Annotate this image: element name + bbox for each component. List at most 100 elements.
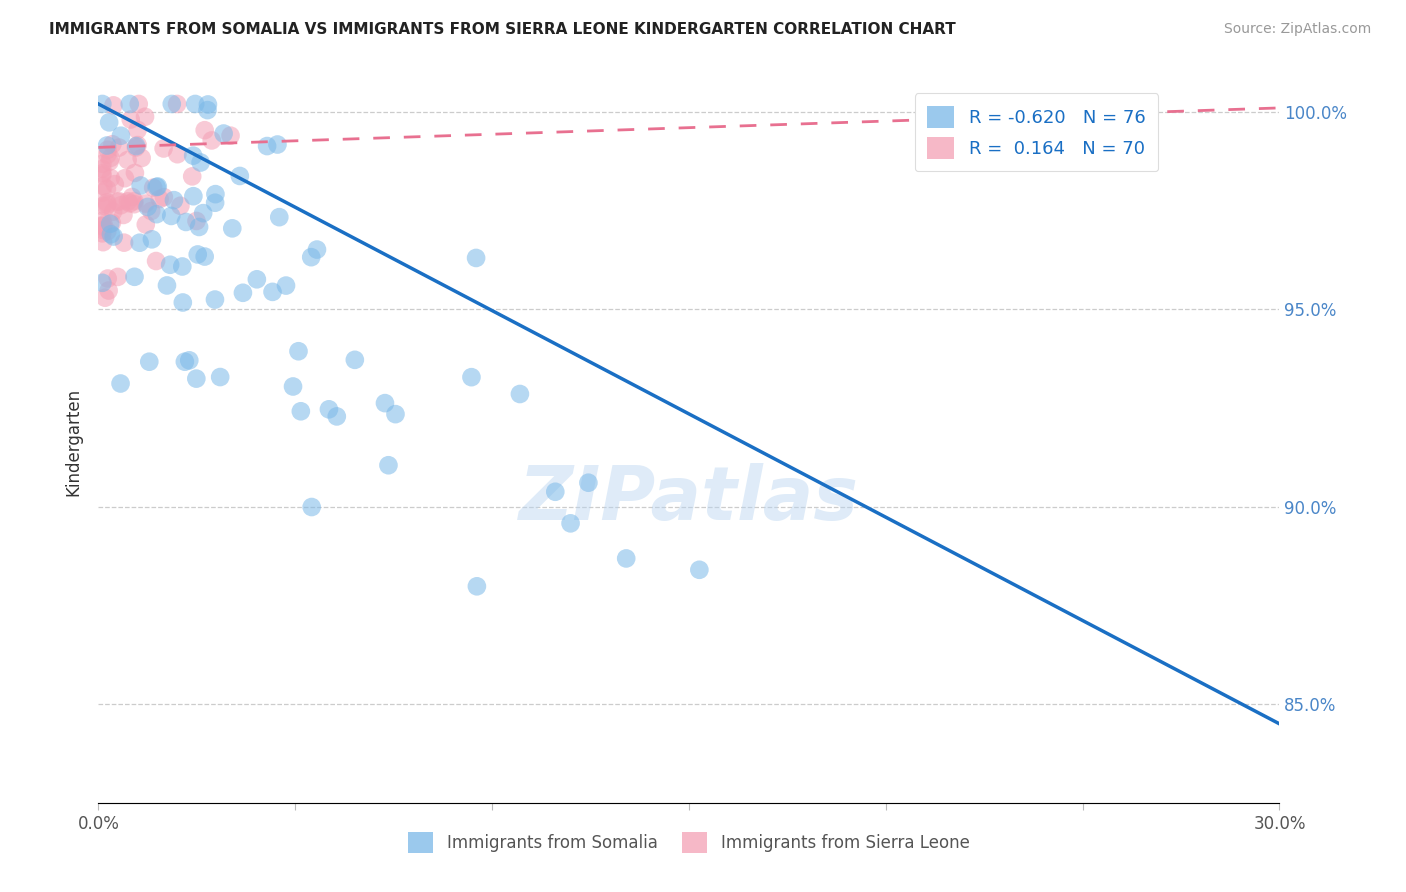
Point (91, 235, 114, 249)
Point (104, 177, 127, 191)
Point (91, 186, 114, 200)
Point (128, 235, 150, 250)
Point (100, 171, 122, 186)
Point (101, 137, 124, 152)
Point (145, 254, 167, 268)
Point (146, 179, 169, 194)
Point (193, 206, 215, 220)
Point (110, 128, 132, 143)
Point (159, 258, 181, 272)
Point (114, 171, 136, 186)
Point (107, 269, 129, 284)
Point (287, 344, 309, 359)
Point (266, 137, 288, 152)
Point (134, 110, 156, 124)
Point (93, 218, 115, 232)
Point (173, 355, 195, 369)
Point (509, 387, 531, 401)
Text: ZIPatlas: ZIPatlas (519, 463, 859, 536)
Point (117, 153, 139, 167)
Point (179, 353, 201, 368)
Point (96, 182, 118, 196)
Point (184, 97, 207, 112)
Point (229, 169, 252, 183)
Point (219, 128, 242, 143)
Point (121, 190, 143, 204)
Point (127, 123, 149, 137)
Point (153, 190, 176, 204)
Point (96, 195, 118, 210)
Point (100, 227, 122, 242)
Point (614, 551, 637, 566)
Point (110, 376, 132, 391)
Point (560, 516, 582, 531)
Point (262, 285, 284, 299)
Point (197, 103, 219, 117)
Point (688, 563, 710, 577)
Point (108, 194, 131, 209)
Point (212, 127, 235, 141)
Point (97, 271, 120, 285)
Point (377, 458, 399, 473)
Point (91, 219, 114, 233)
Point (96, 224, 118, 238)
Point (384, 407, 406, 421)
Point (301, 500, 323, 514)
Point (274, 278, 297, 293)
Point (118, 196, 141, 211)
Point (96, 200, 118, 214)
Point (120, 112, 142, 127)
Point (246, 272, 269, 286)
Point (174, 215, 197, 229)
Point (460, 370, 482, 384)
Point (166, 97, 188, 112)
Point (465, 579, 488, 593)
Point (160, 209, 183, 223)
Point (142, 180, 165, 194)
Point (204, 187, 226, 202)
Point (166, 147, 188, 161)
Point (124, 166, 146, 180)
Point (93, 178, 115, 193)
Text: IMMIGRANTS FROM SOMALIA VS IMMIGRANTS FROM SIERRA LEONE KINDERGARTEN CORRELATION: IMMIGRANTS FROM SOMALIA VS IMMIGRANTS FR… (49, 22, 956, 37)
Point (91, 223, 114, 237)
Point (103, 229, 125, 244)
Point (91, 168, 114, 182)
Point (96, 138, 118, 153)
Point (134, 196, 156, 211)
Point (343, 352, 366, 367)
Y-axis label: Kindergarten: Kindergarten (65, 387, 83, 496)
Point (194, 250, 217, 264)
Point (112, 235, 135, 250)
Point (96, 197, 118, 211)
Point (91, 166, 114, 180)
Point (141, 204, 163, 219)
Point (97, 284, 120, 298)
Point (149, 192, 172, 206)
Point (112, 208, 135, 222)
Point (181, 148, 204, 162)
Text: Source: ZipAtlas.com: Source: ZipAtlas.com (1223, 22, 1371, 37)
Point (98, 154, 121, 169)
Point (124, 194, 146, 208)
Point (169, 199, 191, 213)
Point (576, 475, 599, 490)
Point (201, 133, 224, 147)
Point (197, 97, 219, 112)
Point (136, 200, 159, 214)
Point (141, 232, 163, 246)
Point (98, 217, 121, 231)
Point (318, 402, 340, 417)
Point (299, 250, 322, 264)
Point (91, 161, 114, 176)
Point (160, 97, 183, 112)
Point (110, 198, 132, 212)
Point (183, 189, 205, 203)
Point (135, 218, 157, 232)
Point (91, 227, 114, 241)
Point (94, 291, 117, 305)
Point (101, 204, 124, 219)
Point (326, 409, 349, 424)
Point (107, 194, 129, 209)
Point (98, 115, 121, 129)
